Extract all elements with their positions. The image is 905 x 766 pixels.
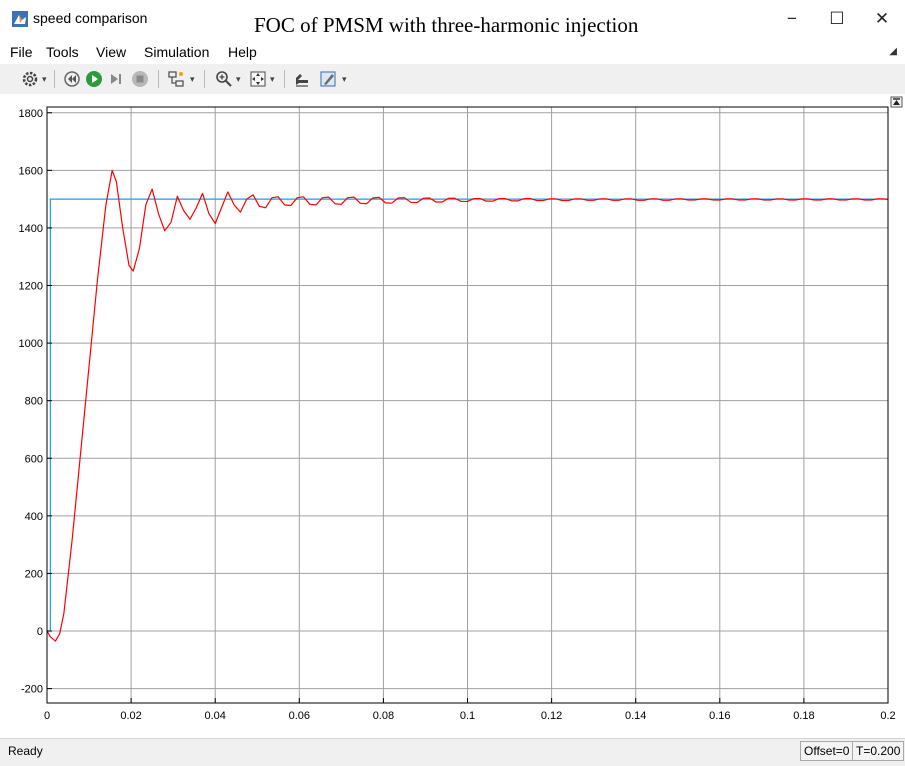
menu-view[interactable]: View bbox=[96, 44, 127, 60]
style-dropdown-icon[interactable]: ▾ bbox=[342, 74, 347, 84]
menu-tools[interactable]: Tools bbox=[46, 44, 79, 60]
toolbar-separator bbox=[158, 70, 159, 88]
zoom-dropdown-icon[interactable]: ▾ bbox=[236, 74, 241, 84]
y-tick-label: 1800 bbox=[19, 108, 43, 120]
y-tick-label: 1600 bbox=[19, 165, 43, 177]
fit-to-view-icon[interactable] bbox=[248, 69, 268, 89]
menu-simulation[interactable]: Simulation bbox=[144, 44, 210, 60]
menu-help[interactable]: Help bbox=[228, 44, 257, 60]
y-tick-label: -200 bbox=[21, 684, 43, 696]
minimize-button[interactable]: − bbox=[787, 9, 797, 28]
menu-file[interactable]: File bbox=[10, 44, 33, 60]
scope-display: 0 0.02 0.04 0.06 0.08 0.1 0.12 0.14 0.16 0.18 0.2 … bbox=[0, 94, 905, 738]
y-tick-label: 1000 bbox=[19, 338, 43, 350]
actual-speed-line bbox=[46, 169, 889, 642]
toolbar: ▾ ▾ ▾ bbox=[0, 64, 905, 94]
x-tick-label: 0 bbox=[44, 710, 50, 722]
stop-icon[interactable] bbox=[130, 69, 150, 89]
status-text: Ready bbox=[8, 744, 43, 758]
zoom-icon[interactable] bbox=[214, 69, 234, 89]
x-tick-label: 0.12 bbox=[541, 710, 562, 722]
x-tick-label: 0.02 bbox=[120, 710, 141, 722]
status-bar: Ready Offset=0 T=0.200 bbox=[0, 738, 905, 763]
title-bar: speed comparison FOC of PMSM with three-… bbox=[0, 0, 905, 40]
expand-menu-icon[interactable]: ◢ bbox=[889, 46, 897, 57]
offset-readout: Offset=0 bbox=[800, 741, 854, 761]
toolbar-separator bbox=[54, 70, 55, 88]
fit-dropdown-icon[interactable]: ▾ bbox=[270, 74, 275, 84]
step-back-icon[interactable] bbox=[62, 69, 82, 89]
matlab-app-icon bbox=[12, 11, 28, 27]
maximize-button[interactable]: ☐ bbox=[829, 9, 845, 28]
style-pen-icon[interactable] bbox=[318, 69, 338, 89]
window-title: speed comparison bbox=[33, 10, 148, 26]
time-readout: T=0.200 bbox=[852, 741, 905, 761]
y-tick-labels: -200 0 200 400 600 800 1000 1200 1400 1600 1800 bbox=[19, 108, 43, 696]
close-button[interactable]: ✕ bbox=[874, 9, 890, 28]
y-tick-label: 400 bbox=[25, 511, 43, 523]
x-tick-label: 0.08 bbox=[373, 710, 394, 722]
settings-gear-icon[interactable] bbox=[20, 69, 40, 89]
highlight-block-icon[interactable] bbox=[166, 69, 186, 89]
x-tick-label: 0.06 bbox=[289, 710, 310, 722]
x-tick-label: 0.14 bbox=[625, 710, 646, 722]
y-tick-label: 600 bbox=[25, 453, 43, 465]
step-forward-icon[interactable] bbox=[106, 69, 126, 89]
highlight-dropdown-icon[interactable]: ▾ bbox=[190, 74, 195, 84]
menu-bar: File Tools View Simulation Help ◢ bbox=[0, 40, 905, 64]
x-tick-label: 0.04 bbox=[204, 710, 225, 722]
x-tick-label: 0.2 bbox=[880, 710, 895, 722]
y-tick-label: 800 bbox=[25, 396, 43, 408]
toolbar-separator bbox=[204, 70, 205, 88]
tick-marks bbox=[46, 112, 889, 703]
figure-caption: FOC of PMSM with three-harmonic injectio… bbox=[254, 13, 639, 37]
settings-dropdown-icon[interactable]: ▾ bbox=[42, 74, 47, 84]
x-tick-label: 0.16 bbox=[709, 710, 730, 722]
toolbar-separator bbox=[284, 70, 285, 88]
run-icon[interactable] bbox=[84, 69, 104, 89]
y-tick-label: 200 bbox=[25, 568, 43, 580]
x-tick-labels: 0 0.02 0.04 0.06 0.08 0.1 0.12 0.14 0.16 0.18 0.2 bbox=[44, 710, 896, 722]
cursor-measurements-icon[interactable] bbox=[292, 69, 312, 89]
y-tick-label: 0 bbox=[37, 626, 43, 638]
x-tick-label: 0.1 bbox=[460, 710, 475, 722]
x-tick-label: 0.18 bbox=[793, 710, 814, 722]
y-tick-label: 1400 bbox=[19, 223, 43, 235]
y-tick-label: 1200 bbox=[19, 281, 43, 293]
axes-undock-button[interactable] bbox=[890, 96, 903, 108]
speed-chart: 0 0.02 0.04 0.06 0.08 0.1 0.12 0.14 0.16 0.18 0.2 … bbox=[19, 96, 903, 722]
